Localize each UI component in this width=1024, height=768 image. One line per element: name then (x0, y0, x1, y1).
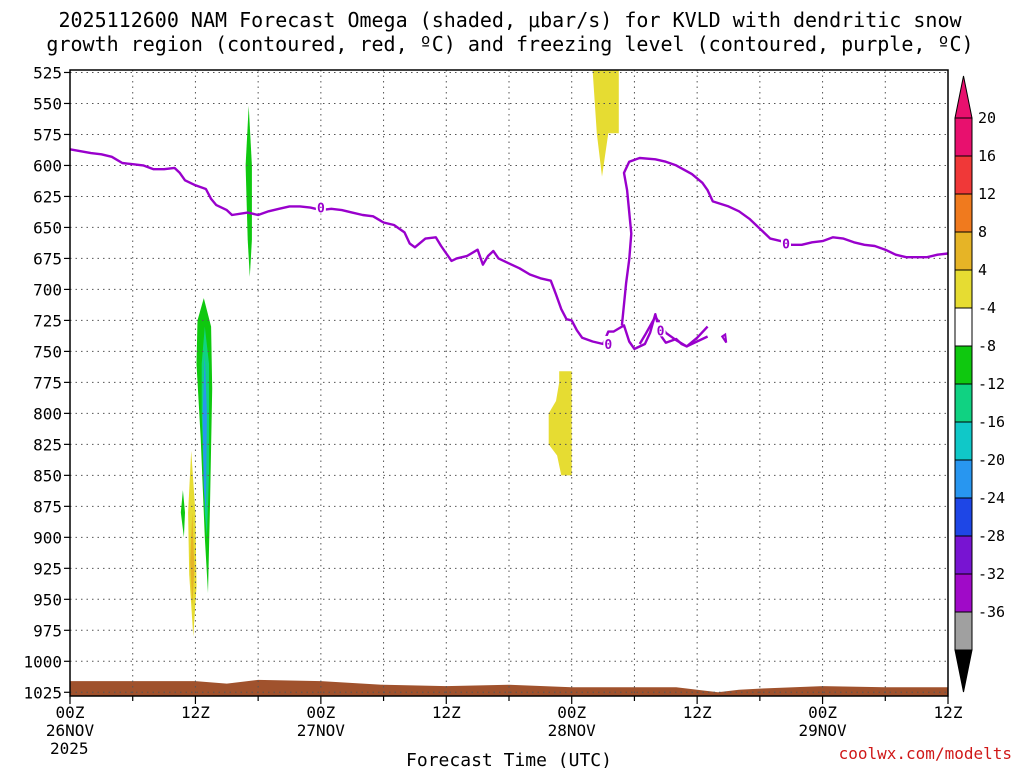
credit-link[interactable]: coolwx.com/modelts (839, 744, 1012, 763)
y-tick-label-1000: 1000 (23, 652, 62, 671)
x-axis-label: Forecast Time (UTC) (406, 750, 612, 768)
y-tick-label-725: 725 (33, 311, 62, 330)
colorbar-swatch-20 (954, 117, 973, 157)
colorbar-swatch--8 (954, 345, 973, 385)
x-tick-label-line1: 12Z (934, 703, 963, 722)
omega-region-2 (245, 105, 252, 278)
colorbar-swatch--20 (954, 459, 973, 499)
x-tick-label-line1: 12Z (181, 703, 210, 722)
colorbar-swatch--32 (954, 573, 973, 613)
colorbar-swatch--16 (954, 421, 973, 461)
freezing-level-label: 0 (657, 324, 665, 339)
x-tick-label-line1: 12Z (683, 703, 712, 722)
omega-region-0 (592, 70, 619, 177)
colorbar-label--24: -24 (978, 489, 1005, 507)
terrain-fill (70, 679, 948, 696)
y-tick-label-625: 625 (33, 187, 62, 206)
colorbar-swatch--24 (954, 497, 973, 537)
y-tick-label-700: 700 (33, 280, 62, 299)
y-tick-label-800: 800 (33, 404, 62, 423)
omega-colorbar: 20 16 12 8 4 -4 -8 -12 -16 -20 -24 -28 -32 -36 (954, 75, 1005, 693)
colorbar-swatch-12 (954, 193, 973, 233)
colorbar-swatch--4 (954, 307, 973, 347)
colorbar-swatch--12 (954, 383, 973, 423)
freezing-level-line-upper (620, 156, 949, 326)
x-tick-label-line2: 27NOV (297, 721, 346, 740)
freezing-level-small-loop (720, 332, 728, 344)
y-axis-pressure: 525 550 575 600 625 650 675 700 725 750 775 800 825 8… (23, 63, 70, 702)
colorbar-bottom-arrow (954, 649, 973, 693)
y-tick-label-875: 875 (33, 497, 62, 516)
omega-region-8 (180, 490, 185, 538)
chart-title-line-2: growth region (contoured, red, ºC) and f… (46, 32, 973, 56)
freezing-level-label-bg (315, 199, 326, 214)
x-tick-label-line2: 26NOV (46, 721, 95, 740)
freezing-level-label: 0 (604, 338, 612, 353)
freezing-level-label: 0 (317, 202, 325, 217)
freezing-level-line-branch (638, 315, 709, 348)
y-tick-label-775: 775 (33, 373, 62, 392)
y-tick-label-900: 900 (33, 528, 62, 547)
y-tick-label-975: 975 (33, 621, 62, 640)
x-tick-label-line3: 2025 (50, 739, 89, 758)
colorbar-label--36: -36 (978, 603, 1005, 621)
colorbar-swatch-4 (954, 269, 973, 309)
colorbar-label-4: 4 (978, 261, 987, 279)
y-tick-label-675: 675 (33, 249, 62, 268)
x-tick-label-line1: 00Z (306, 703, 335, 722)
x-tick-label-line2: 28NOV (548, 721, 597, 740)
colorbar-label--8: -8 (978, 337, 996, 355)
y-tick-label-925: 925 (33, 559, 62, 578)
colorbar-label--28: -28 (978, 527, 1005, 545)
omega-region-1 (548, 371, 572, 476)
colorbar-top-arrow (954, 75, 973, 119)
omega-region-5 (202, 353, 207, 513)
freezing-level-line-main (69, 148, 709, 351)
colorbar-label-8: 8 (978, 223, 987, 241)
x-tick-label-line1: 12Z (432, 703, 461, 722)
omega-region-7 (190, 512, 195, 606)
freezing-level-label-bg (780, 235, 791, 250)
terrain-layer (70, 679, 948, 696)
colorbar-label--12: -12 (978, 375, 1005, 393)
colorbar-label-16: 16 (978, 147, 996, 165)
x-tick-label-line2: 29NOV (798, 721, 847, 740)
y-tick-label-825: 825 (33, 435, 62, 454)
colorbar-swatch--36 (954, 611, 973, 651)
y-tick-label-650: 650 (33, 218, 62, 237)
y-tick-label-525: 525 (33, 63, 62, 82)
freezing-level-label: 0 (782, 238, 790, 253)
colorbar-label-20: 20 (978, 109, 996, 127)
colorbar-label--20: -20 (978, 451, 1005, 469)
y-tick-label-750: 750 (33, 342, 62, 361)
y-tick-label-850: 850 (33, 466, 62, 485)
x-tick-label-line1: 00Z (557, 703, 586, 722)
y-tick-label-1025: 1025 (23, 683, 62, 702)
y-tick-label-600: 600 (33, 156, 62, 175)
y-tick-label-550: 550 (33, 94, 62, 113)
chart-title-line-1: 2025112600 NAM Forecast Omega (shaded, μ… (58, 8, 962, 32)
colorbar-swatch-8 (954, 231, 973, 271)
x-tick-label-line1: 00Z (808, 703, 837, 722)
y-tick-label-950: 950 (33, 590, 62, 609)
omega-shading-layer (180, 70, 619, 637)
colorbar-swatch--28 (954, 535, 973, 575)
colorbar-label--32: -32 (978, 565, 1005, 583)
colorbar-swatch-16 (954, 155, 973, 195)
colorbar-label--4: -4 (978, 299, 996, 317)
colorbar-label-12: 12 (978, 185, 996, 203)
freezing-level-layer: 0 0 0 0 (69, 148, 949, 353)
freezing-level-label-bg (655, 322, 666, 337)
grid-lines (70, 70, 948, 696)
freezing-level-label-bg (603, 335, 614, 350)
x-tick-label-line1: 00Z (56, 703, 85, 722)
colorbar-label--16: -16 (978, 413, 1005, 431)
y-tick-label-575: 575 (33, 125, 62, 144)
